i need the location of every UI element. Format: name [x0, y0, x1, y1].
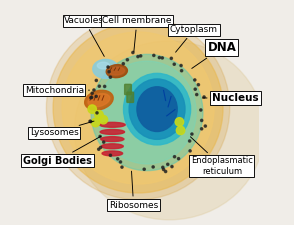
Ellipse shape: [163, 168, 165, 171]
FancyBboxPatch shape: [127, 92, 133, 102]
Ellipse shape: [140, 55, 142, 57]
Ellipse shape: [119, 161, 122, 163]
Ellipse shape: [102, 151, 123, 156]
Ellipse shape: [109, 67, 125, 75]
Ellipse shape: [175, 118, 184, 126]
Ellipse shape: [89, 120, 91, 122]
Text: DNA: DNA: [192, 41, 236, 68]
Ellipse shape: [93, 59, 118, 78]
Ellipse shape: [200, 109, 202, 111]
Ellipse shape: [170, 57, 173, 59]
Ellipse shape: [117, 158, 119, 160]
FancyBboxPatch shape: [125, 84, 131, 94]
Ellipse shape: [194, 79, 196, 81]
Ellipse shape: [152, 166, 154, 168]
Ellipse shape: [103, 141, 105, 143]
Ellipse shape: [181, 70, 183, 72]
Ellipse shape: [203, 96, 205, 98]
Text: Endoplasmatic
reticulum: Endoplasmatic reticulum: [191, 137, 253, 176]
Ellipse shape: [106, 65, 127, 78]
Ellipse shape: [132, 51, 134, 54]
Ellipse shape: [109, 154, 111, 156]
Ellipse shape: [158, 56, 161, 59]
Ellipse shape: [100, 130, 125, 134]
Ellipse shape: [95, 110, 103, 119]
Ellipse shape: [189, 150, 191, 152]
Ellipse shape: [143, 168, 145, 170]
Ellipse shape: [103, 85, 106, 88]
Ellipse shape: [53, 23, 223, 193]
Text: Cell membrane: Cell membrane: [102, 16, 172, 52]
Ellipse shape: [153, 54, 155, 56]
Ellipse shape: [98, 148, 100, 150]
Ellipse shape: [91, 54, 203, 171]
Ellipse shape: [191, 133, 193, 135]
Ellipse shape: [108, 71, 110, 73]
Ellipse shape: [99, 122, 125, 127]
Ellipse shape: [171, 165, 173, 168]
Ellipse shape: [137, 56, 139, 58]
Ellipse shape: [188, 140, 191, 142]
Ellipse shape: [96, 112, 98, 114]
Ellipse shape: [101, 137, 124, 142]
Ellipse shape: [107, 66, 109, 68]
Text: Cytoplasm: Cytoplasm: [170, 25, 218, 52]
Ellipse shape: [178, 158, 180, 160]
Ellipse shape: [62, 32, 214, 184]
Ellipse shape: [173, 63, 176, 65]
Ellipse shape: [98, 85, 101, 87]
Ellipse shape: [90, 120, 92, 123]
Ellipse shape: [91, 96, 93, 99]
Text: Golgi Bodies: Golgi Bodies: [23, 136, 101, 166]
Ellipse shape: [91, 92, 93, 94]
Ellipse shape: [137, 87, 177, 131]
Ellipse shape: [90, 97, 92, 99]
Ellipse shape: [201, 119, 203, 122]
Ellipse shape: [88, 105, 96, 113]
Ellipse shape: [162, 166, 164, 169]
Ellipse shape: [123, 73, 191, 145]
Ellipse shape: [74, 41, 264, 220]
Ellipse shape: [176, 126, 185, 135]
Ellipse shape: [126, 59, 128, 61]
Text: Vacuoles: Vacuoles: [64, 16, 104, 56]
Text: Nucleus: Nucleus: [202, 93, 259, 103]
Text: Mitochondria: Mitochondria: [25, 86, 89, 95]
Ellipse shape: [180, 64, 182, 67]
Ellipse shape: [194, 88, 196, 90]
Text: Lysosomes: Lysosomes: [30, 121, 94, 137]
Ellipse shape: [46, 16, 230, 200]
Ellipse shape: [129, 79, 185, 139]
Ellipse shape: [201, 128, 203, 130]
Ellipse shape: [91, 118, 100, 127]
Ellipse shape: [98, 61, 196, 164]
Ellipse shape: [109, 76, 111, 78]
Ellipse shape: [99, 135, 101, 137]
Ellipse shape: [121, 166, 123, 168]
Ellipse shape: [167, 163, 169, 165]
Ellipse shape: [122, 63, 124, 65]
Ellipse shape: [101, 144, 123, 149]
Ellipse shape: [99, 115, 108, 124]
Ellipse shape: [97, 62, 110, 69]
Ellipse shape: [173, 156, 176, 158]
Ellipse shape: [99, 146, 102, 149]
Ellipse shape: [85, 90, 113, 110]
Ellipse shape: [93, 89, 95, 91]
Ellipse shape: [88, 94, 110, 107]
Ellipse shape: [204, 125, 206, 127]
Ellipse shape: [95, 79, 97, 81]
Ellipse shape: [197, 84, 200, 86]
Ellipse shape: [165, 170, 167, 173]
Ellipse shape: [196, 93, 198, 96]
Ellipse shape: [95, 95, 97, 97]
Text: Ribosomes: Ribosomes: [109, 171, 158, 210]
Ellipse shape: [161, 57, 163, 59]
